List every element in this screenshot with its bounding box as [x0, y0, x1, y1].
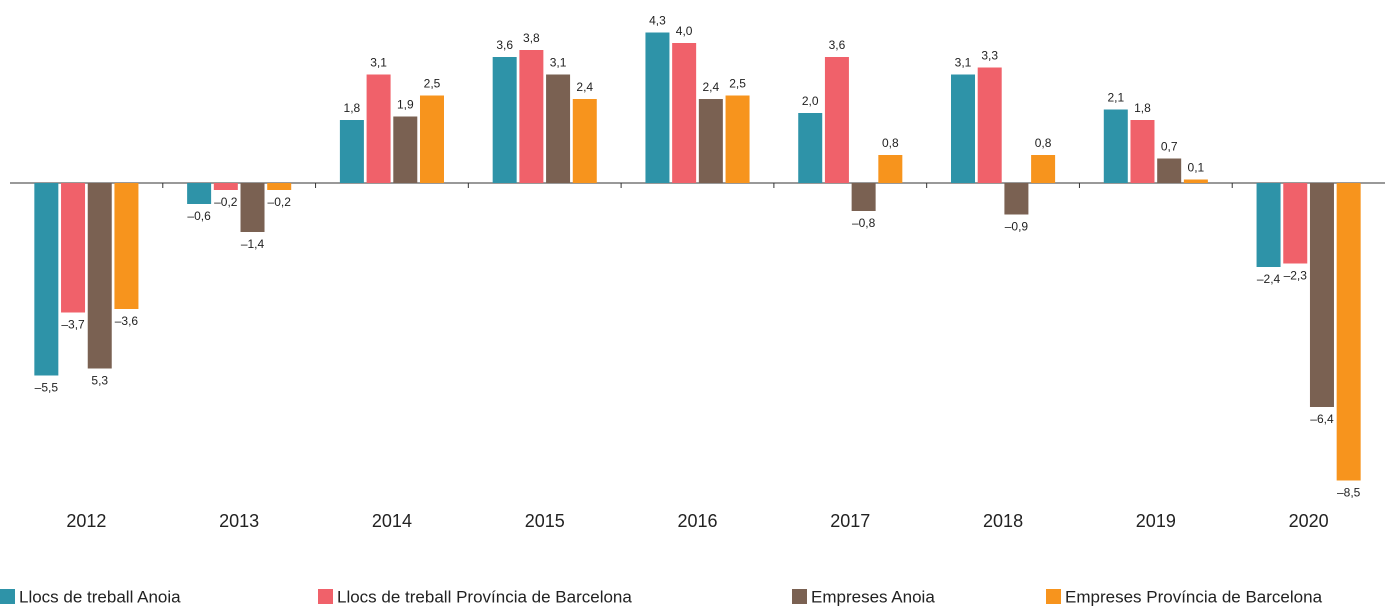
value-label: 0,1 [1188, 161, 1205, 175]
bar [492, 57, 517, 183]
bar [546, 74, 571, 183]
x-tick-label: 2017 [830, 511, 870, 531]
bar [1283, 183, 1308, 264]
legend-swatch [318, 589, 333, 604]
bar [572, 99, 597, 183]
value-label: –3,6 [115, 314, 139, 328]
value-label: 1,9 [397, 98, 414, 112]
legend-label: Llocs de treball Província de Barcelona [337, 587, 632, 606]
bar [1031, 155, 1056, 183]
bar [366, 74, 391, 183]
x-tick-label: 2016 [677, 511, 717, 531]
bar [798, 113, 823, 183]
bar [1183, 179, 1208, 183]
value-label: 2,4 [703, 80, 720, 94]
bar [419, 95, 444, 183]
x-tick-label: 2018 [983, 511, 1023, 531]
x-tick-label: 2019 [1136, 511, 1176, 531]
bar [1336, 183, 1361, 481]
value-label: –8,5 [1337, 486, 1361, 500]
bar [114, 183, 139, 309]
legend-swatch [0, 589, 15, 604]
value-label: 0,7 [1161, 140, 1178, 154]
x-tick-label: 2012 [66, 511, 106, 531]
bar [1309, 183, 1334, 407]
value-label: –2,3 [1284, 269, 1308, 283]
bar [240, 183, 265, 232]
value-label: 4,3 [649, 14, 666, 28]
x-tick-label: 2020 [1289, 511, 1329, 531]
bar [1004, 183, 1029, 215]
legend-swatch [792, 589, 807, 604]
value-label: –6,4 [1310, 412, 1334, 426]
bar [951, 74, 976, 183]
value-label: 3,1 [370, 56, 387, 70]
value-label: 3,6 [496, 38, 513, 52]
legend-label: Llocs de treball Anoia [19, 587, 181, 606]
bar [672, 43, 697, 183]
legend-label: Empreses Anoia [811, 587, 935, 606]
value-label: –2,4 [1257, 272, 1281, 286]
bar [61, 183, 86, 313]
value-label: 0,8 [1035, 136, 1052, 150]
bar [213, 183, 238, 190]
bar [393, 116, 418, 183]
value-label: –0,8 [852, 216, 876, 230]
bar [187, 183, 212, 204]
value-label: –5,5 [35, 381, 59, 395]
value-label: 2,0 [802, 94, 819, 108]
bar [1103, 109, 1128, 183]
bar [851, 183, 876, 211]
value-label: –0,2 [214, 195, 238, 209]
value-label: –1,4 [241, 237, 265, 251]
bar [824, 57, 849, 183]
bar [1130, 120, 1155, 183]
bar [34, 183, 59, 376]
value-label: 0,8 [882, 136, 899, 150]
bar [267, 183, 292, 190]
value-label: 4,0 [676, 24, 693, 38]
bar [1157, 158, 1182, 183]
bar [977, 67, 1002, 183]
value-label: –3,7 [61, 318, 85, 332]
value-label: 2,5 [729, 77, 746, 91]
value-label: –0,6 [187, 209, 211, 223]
value-label: 1,8 [344, 101, 361, 115]
x-tick-label: 2013 [219, 511, 259, 531]
value-label: 3,8 [523, 31, 540, 45]
legend-label: Empreses Província de Barcelona [1065, 587, 1323, 606]
value-label: 3,6 [829, 38, 846, 52]
x-tick-label: 2015 [525, 511, 565, 531]
value-label: 2,5 [424, 77, 441, 91]
bar [1256, 183, 1281, 267]
bar [87, 183, 112, 369]
bar [519, 50, 544, 183]
value-label: 3,3 [981, 49, 998, 63]
value-label: –0,2 [268, 195, 292, 209]
value-label: 2,4 [576, 80, 593, 94]
value-label: 3,1 [955, 56, 972, 70]
value-label: 1,8 [1134, 101, 1151, 115]
bar [698, 99, 723, 183]
x-tick-label: 2014 [372, 511, 412, 531]
bar [645, 32, 670, 183]
value-label: 2,1 [1107, 91, 1124, 105]
bar [725, 95, 750, 183]
legend-swatch [1046, 589, 1061, 604]
bar [878, 155, 903, 183]
value-label: 3,1 [550, 56, 567, 70]
value-label: 5,3 [91, 374, 108, 388]
value-label: –0,9 [1005, 220, 1029, 234]
bar [339, 120, 364, 183]
